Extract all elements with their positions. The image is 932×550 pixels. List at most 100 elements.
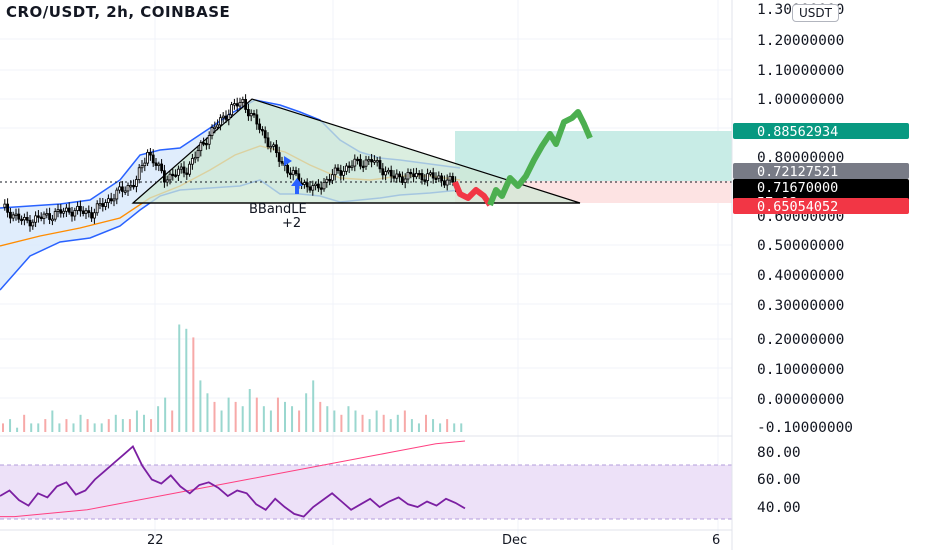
volume-bar xyxy=(347,406,350,432)
time-tick: 22 xyxy=(147,533,164,548)
candle-body xyxy=(3,203,7,208)
candle-body xyxy=(328,178,332,182)
candle-body xyxy=(280,160,284,164)
candle-body xyxy=(302,182,306,185)
candle-body xyxy=(246,109,250,117)
candle-body xyxy=(20,218,24,222)
candle-body xyxy=(358,158,362,167)
candle-body xyxy=(423,179,427,182)
time-axis[interactable]: 22 Dec 6 xyxy=(147,533,720,548)
volume-bar xyxy=(164,397,167,432)
volume-bar xyxy=(375,410,378,432)
candle-body xyxy=(364,159,368,167)
rsi-axis[interactable]: 80.00 60.00 40.00 xyxy=(757,445,801,516)
volume-bar xyxy=(30,423,33,432)
candle-body xyxy=(53,211,57,220)
candle-body xyxy=(39,216,43,219)
candle-body xyxy=(179,166,183,170)
volume-bar xyxy=(368,419,371,432)
candle-body xyxy=(56,209,60,212)
volume-bar xyxy=(298,410,301,432)
candle-body xyxy=(115,189,119,200)
candle-body xyxy=(213,126,217,130)
volume-bar xyxy=(114,414,117,432)
candle-body xyxy=(244,99,248,110)
bbandle-signal[interactable]: BBandLE +2 xyxy=(249,156,307,231)
candle-body xyxy=(79,205,82,212)
candle-body xyxy=(17,213,21,220)
candle-body xyxy=(409,171,413,175)
volume-bar xyxy=(312,380,315,432)
candle-body xyxy=(417,172,421,176)
volume-bar xyxy=(255,397,258,432)
candle-body xyxy=(249,113,253,117)
volume-bar xyxy=(305,393,308,432)
volume-bar xyxy=(37,423,40,432)
candle-body xyxy=(398,173,402,178)
volume-bar xyxy=(2,423,4,432)
candle-body xyxy=(140,165,144,169)
long-target-zone[interactable] xyxy=(455,131,732,181)
candle-body xyxy=(210,127,214,136)
candle-body xyxy=(95,203,99,214)
candle-body xyxy=(73,210,77,217)
candle-body xyxy=(182,166,186,174)
candle-body xyxy=(11,214,15,219)
candle-body xyxy=(400,176,404,183)
candle-body xyxy=(311,185,315,191)
candle-body xyxy=(260,129,264,132)
price-tick: 1.20000000 xyxy=(757,33,844,49)
candle-body xyxy=(272,144,276,147)
price-tick: 0.50000000 xyxy=(757,238,844,254)
candle-body xyxy=(168,173,172,181)
price-axis[interactable]: 1.30000000 1.20000000 1.10000000 1.00000… xyxy=(757,2,853,436)
volume-bar xyxy=(333,410,336,432)
volume-bar xyxy=(16,427,19,432)
candle-body xyxy=(333,167,337,176)
candle-body xyxy=(51,218,54,222)
candle-body xyxy=(235,103,239,107)
projection-up-path xyxy=(487,109,593,207)
candle-body xyxy=(277,152,281,162)
time-tick: Dec xyxy=(502,533,527,548)
candle-body xyxy=(221,115,225,119)
candle-body xyxy=(25,217,29,221)
candle-body xyxy=(395,173,399,179)
rsi-tick: 60.00 xyxy=(757,472,801,488)
volume-bar xyxy=(284,401,286,432)
candle-body xyxy=(193,156,197,160)
candle-body xyxy=(146,151,150,164)
volume-bar xyxy=(143,414,145,432)
candle-body xyxy=(126,185,130,192)
candle-body xyxy=(109,198,113,202)
candle-body xyxy=(406,171,410,180)
candle-body xyxy=(353,158,357,167)
candle-body xyxy=(288,172,292,176)
volume-bar xyxy=(23,414,26,432)
price-tick: -0.10000000 xyxy=(757,420,853,436)
stop-price-tag: 0.65054052 xyxy=(757,199,838,215)
volume-bar xyxy=(150,419,153,432)
candle-body xyxy=(157,163,161,166)
target-price-tag: 0.88562934 xyxy=(757,124,838,140)
candle-body xyxy=(344,165,348,172)
candle-body xyxy=(31,221,35,227)
price-tick: 0.80000000 xyxy=(757,150,844,166)
candle-body xyxy=(165,179,169,183)
candle-body xyxy=(442,180,446,186)
currency-button[interactable]: USDT xyxy=(792,4,839,22)
candle-body xyxy=(314,183,318,187)
entry-price-tag-bg xyxy=(733,163,909,179)
volume-bar xyxy=(439,423,442,432)
candle-body xyxy=(440,175,444,182)
candle-body xyxy=(241,99,245,103)
candle-body xyxy=(414,172,418,178)
volume-bar xyxy=(453,423,456,432)
candle-body xyxy=(176,168,180,176)
price-tick: 0.40000000 xyxy=(757,268,844,284)
candle-body xyxy=(204,142,208,146)
candle-body xyxy=(375,160,379,163)
volume-bar xyxy=(227,397,230,432)
volume-bar xyxy=(44,419,47,432)
